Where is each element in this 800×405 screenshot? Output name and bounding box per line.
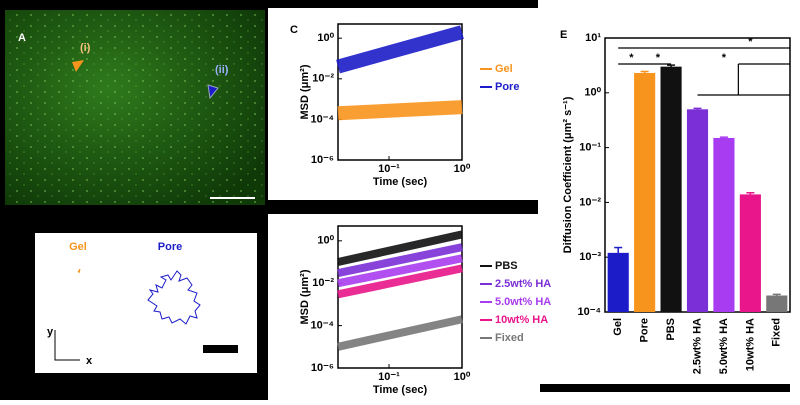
bar xyxy=(660,66,682,313)
marker-arrow xyxy=(72,60,84,72)
frame xyxy=(268,0,538,8)
x-tick-label: Pore xyxy=(639,318,651,342)
trajectory xyxy=(147,270,201,325)
x-axis-label: Time (sec) xyxy=(373,176,428,188)
series-line xyxy=(337,254,463,288)
x-tick-label: 2.5wt% HA xyxy=(691,318,703,374)
y-tick-label: 10⁻⁶ xyxy=(311,154,334,166)
panel-label: A xyxy=(18,32,26,44)
y-axis-label: Diffusion Coefficient (μm² s⁻¹) xyxy=(562,96,574,253)
scale-bar xyxy=(203,345,238,353)
series-line xyxy=(337,243,463,278)
y-tick-label: 10⁰ xyxy=(317,235,334,247)
marker-label: (ii) xyxy=(215,64,229,76)
x-tick-label: 5.0wt% HA xyxy=(718,318,730,374)
x-axis-label: Time (sec) xyxy=(373,384,428,396)
y-tick-label: 10⁻⁶ xyxy=(311,362,334,374)
series-line xyxy=(337,315,463,351)
significance-mark: * xyxy=(722,52,727,64)
panel-label: E xyxy=(560,29,567,41)
legend-label: Pore xyxy=(495,81,519,93)
x-tick-label: 10wt% HA xyxy=(744,318,756,371)
marker-arrow xyxy=(207,84,219,100)
y-tick-label: 10¹ xyxy=(585,32,601,44)
axis-arrows xyxy=(54,330,80,361)
panel-label: C xyxy=(290,24,298,36)
x-tick-label: PBS xyxy=(665,318,677,341)
y-axis-label: MSD (μm²) xyxy=(299,269,311,324)
legend-label: PBS xyxy=(495,260,518,272)
legend-label: 2.5wt% HA xyxy=(495,278,551,290)
axis-label: x xyxy=(86,355,93,367)
legend-label: 5.0wt% HA xyxy=(495,296,551,308)
bar xyxy=(713,137,735,312)
significance-mark: * xyxy=(748,36,753,48)
trajectory xyxy=(77,268,81,274)
legend-label: Gel xyxy=(495,63,513,75)
trajectory-label: Gel xyxy=(69,241,87,253)
y-tick-label: 10⁻² xyxy=(312,73,334,85)
frame xyxy=(268,200,538,214)
significance-mark: * xyxy=(629,52,634,64)
x-tick-label: Fixed xyxy=(771,318,783,347)
x-tick-label: Gel xyxy=(612,318,624,336)
y-tick-label: 10⁻¹ xyxy=(579,142,601,154)
trajectory-label: Pore xyxy=(158,241,182,253)
x-tick-label: 10⁰ xyxy=(454,163,471,175)
x-tick-label: 10⁻¹ xyxy=(378,371,400,383)
legend-label: Fixed xyxy=(495,332,524,344)
x-tick-label: 10⁰ xyxy=(454,371,471,383)
y-tick-label: 10⁻² xyxy=(312,277,334,289)
bar xyxy=(634,72,656,312)
marker-label: (i) xyxy=(80,42,91,54)
series-line xyxy=(337,230,463,266)
y-tick-label: 10⁰ xyxy=(317,32,334,44)
y-tick-label: 10⁻⁴ xyxy=(311,320,334,332)
series-line xyxy=(336,25,464,74)
y-tick-label: 10⁻³ xyxy=(579,251,601,263)
bar xyxy=(607,252,629,312)
bar xyxy=(739,194,761,312)
series-line xyxy=(337,264,463,299)
frame xyxy=(540,384,790,392)
significance-mark: * xyxy=(656,52,661,64)
x-tick-label: 10⁻¹ xyxy=(378,163,400,175)
legend-label: 10wt% HA xyxy=(495,314,548,326)
plot-frame xyxy=(337,23,463,161)
y-axis-label: MSD (μm²) xyxy=(299,64,311,119)
axis-label: y xyxy=(47,326,54,338)
y-tick-label: 10⁻⁴ xyxy=(578,306,601,318)
bar xyxy=(686,109,709,312)
series-line xyxy=(337,100,463,121)
bar xyxy=(766,295,788,312)
micrograph-particles xyxy=(5,10,265,205)
y-tick-label: 10⁻⁴ xyxy=(311,113,334,125)
y-tick-label: 10⁰ xyxy=(584,87,601,99)
y-tick-label: 10⁻² xyxy=(579,196,601,208)
plot-frame xyxy=(337,225,463,369)
panel-label: D xyxy=(290,224,298,236)
